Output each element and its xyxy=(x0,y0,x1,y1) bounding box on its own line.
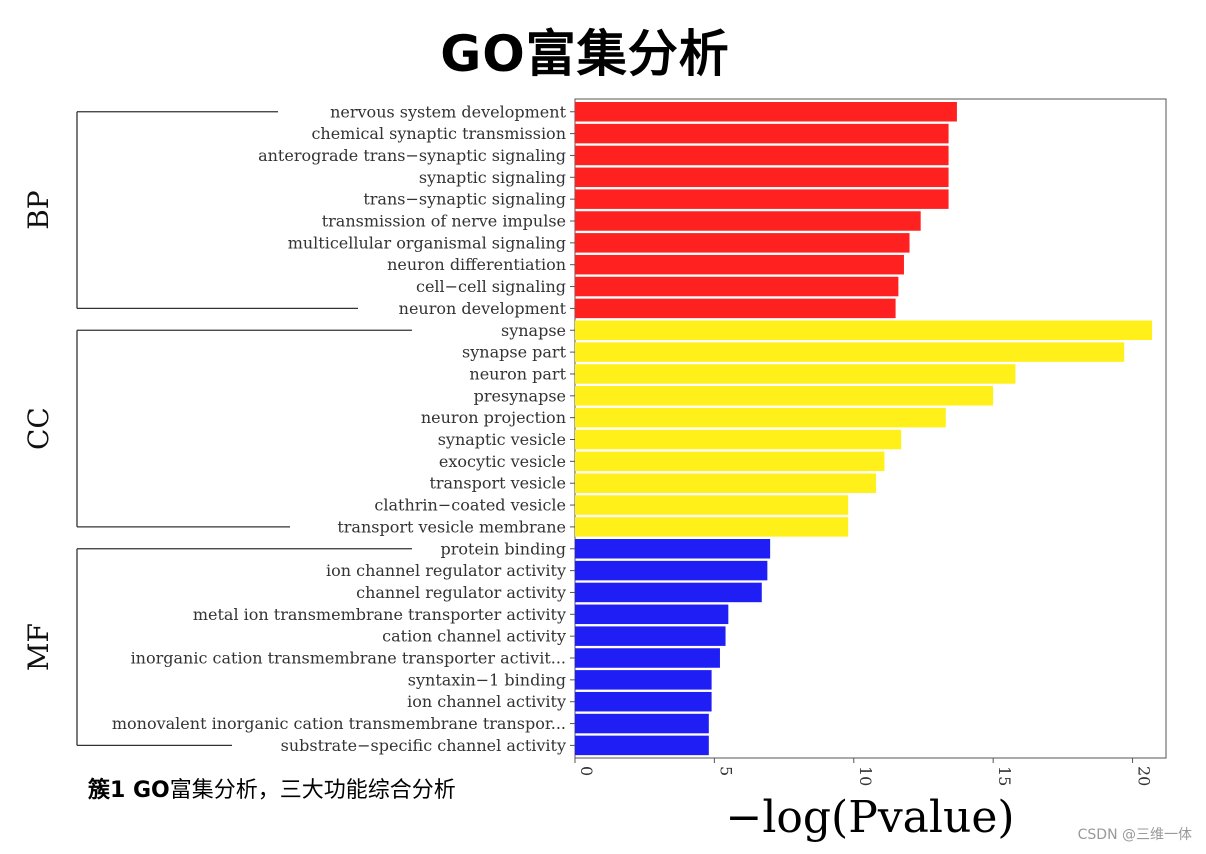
watermark: CSDN @三维一体 xyxy=(1077,827,1192,843)
group-label-mf: MF xyxy=(22,623,55,671)
category-label: ion channel activity xyxy=(407,692,566,711)
category-label: protein binding xyxy=(441,539,567,558)
category-label: clathrin−coated vesicle xyxy=(374,496,566,515)
bar-mf xyxy=(575,713,709,734)
x-tick-label: 5 xyxy=(716,766,735,776)
bar-bp xyxy=(575,233,910,253)
category-label: channel regulator activity xyxy=(356,583,566,602)
bar-mf xyxy=(575,691,712,712)
category-label: syntaxin−1 binding xyxy=(408,670,566,689)
category-label: neuron development xyxy=(399,299,567,318)
bar-bp xyxy=(575,298,896,319)
bar-mf xyxy=(575,604,729,625)
bar-mf xyxy=(575,582,762,603)
category-label: anterograde trans−synaptic signaling xyxy=(258,146,566,165)
group-label-bp: BP xyxy=(22,190,55,229)
category-label: cell−cell signaling xyxy=(416,277,566,296)
bar-cc xyxy=(575,429,902,450)
category-label: transport vesicle membrane xyxy=(337,517,566,536)
x-tick-label: 20 xyxy=(1135,766,1154,786)
group-label-cc: CC xyxy=(22,407,55,450)
category-label: transport vesicle xyxy=(429,474,566,493)
category-label: neuron projection xyxy=(421,408,566,427)
bar-bp xyxy=(575,211,921,231)
category-label: monovalent inorganic cation transmembran… xyxy=(112,714,566,733)
bar-cc xyxy=(575,473,877,493)
bar-bp xyxy=(575,102,957,122)
category-label: trans−synaptic signaling xyxy=(363,190,566,209)
bar-bp xyxy=(575,167,949,188)
x-tick-label: 10 xyxy=(856,766,875,786)
x-tick-label: 0 xyxy=(577,766,596,776)
category-label: ion channel regulator activity xyxy=(326,561,566,580)
category-label: chemical synaptic transmission xyxy=(311,124,566,143)
bar-mf xyxy=(575,648,720,668)
category-label: synapse part xyxy=(462,343,567,362)
x-axis-title: −log(Pvalue) xyxy=(725,792,1014,843)
category-label: synaptic vesicle xyxy=(438,430,566,449)
category-label: synaptic signaling xyxy=(419,168,566,187)
category-label: cation channel activity xyxy=(382,627,566,646)
bar-bp xyxy=(575,123,949,144)
bar-cc xyxy=(575,386,994,406)
bar-bp xyxy=(575,145,949,166)
category-label: multicellular organismal signaling xyxy=(288,233,566,252)
category-label: exocytic vesicle xyxy=(439,452,566,471)
category-label: synapse xyxy=(501,321,566,340)
category-label: substrate−specific channel activity xyxy=(281,736,566,755)
bar-cc xyxy=(575,451,885,472)
bar-mf xyxy=(575,670,712,690)
category-label: metal ion transmembrane transporter acti… xyxy=(193,605,566,624)
caption-text: 富集分析，三大功能综合分析 xyxy=(169,778,456,803)
x-tick-label: 15 xyxy=(995,766,1014,786)
plot-frame xyxy=(574,98,1167,759)
bar-cc xyxy=(575,517,849,537)
category-label: neuron differentiation xyxy=(387,255,566,274)
bar-cc xyxy=(575,407,946,428)
category-label: nervous system development xyxy=(330,102,566,121)
category-label: neuron part xyxy=(469,364,566,383)
figure-caption: 簇1 GO富集分析，三大功能综合分析 xyxy=(88,772,456,804)
category-label: presynapse xyxy=(474,386,566,405)
bar-cc xyxy=(575,342,1125,362)
category-label: inorganic cation transmembrane transport… xyxy=(131,649,566,668)
bar-mf xyxy=(575,735,709,756)
bar-cc xyxy=(575,495,849,515)
category-label: transmission of nerve impulse xyxy=(322,212,566,231)
bar-bp xyxy=(575,276,899,297)
bar-mf xyxy=(575,539,771,559)
bar-cc xyxy=(575,320,1153,340)
bar-bp xyxy=(575,189,949,209)
bar-bp xyxy=(575,254,904,275)
caption-bold: 簇1 GO xyxy=(88,778,170,803)
bar-mf xyxy=(575,560,768,581)
page-title: GO富集分析 xyxy=(440,25,730,83)
bar-cc xyxy=(575,364,1016,384)
bar-mf xyxy=(575,626,726,646)
